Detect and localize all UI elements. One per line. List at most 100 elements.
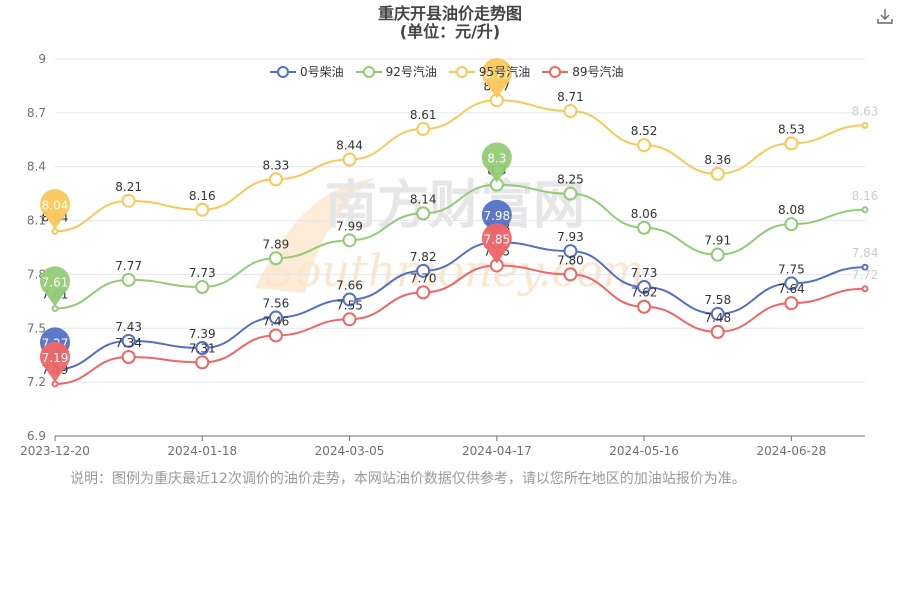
data-point <box>784 276 799 291</box>
x-tick-label: 2024-04-17 <box>462 444 532 458</box>
data-label: 8.71 <box>557 90 584 104</box>
series-1: 7.277.437.397.567.667.827.987.937.737.58… <box>42 221 879 374</box>
legend-item[interactable]: 89号汽油 <box>542 63 623 80</box>
data-label: 8.25 <box>557 173 584 187</box>
data-label: 7.39 <box>189 327 216 341</box>
series-line <box>54 241 866 371</box>
data-label: 7.72 <box>852 268 879 282</box>
data-point <box>637 279 652 294</box>
legend-item[interactable]: 92号汽油 <box>355 63 437 80</box>
min-max-pin: 8.04 <box>40 189 70 230</box>
data-point <box>861 263 869 271</box>
data-label: 7.58 <box>704 293 731 307</box>
data-point <box>121 272 136 287</box>
data-label: 7.34 <box>115 336 142 350</box>
legend-marker-icon <box>448 65 475 78</box>
pin-label: 8.04 <box>42 198 69 212</box>
y-tick-label: 7.5 <box>27 321 46 335</box>
data-label: 8.14 <box>410 192 437 206</box>
data-point <box>416 263 431 278</box>
data-label: 7.80 <box>557 253 584 267</box>
data-label: 8.63 <box>852 104 879 118</box>
data-point <box>563 104 578 119</box>
legend-label: 0号柴油 <box>300 65 344 79</box>
y-tick-label: 9 <box>38 52 46 66</box>
data-label: 7.73 <box>189 266 216 280</box>
pin-label: 7.61 <box>42 276 69 290</box>
data-label: 8.53 <box>778 122 805 136</box>
data-point <box>637 220 652 235</box>
data-label: 7.91 <box>704 234 731 248</box>
data-point <box>416 122 431 137</box>
y-tick-label: 6.9 <box>27 429 46 443</box>
legend-item[interactable]: 0号柴油 <box>270 63 344 80</box>
data-point <box>710 306 725 321</box>
legend-item[interactable]: 95号汽油 <box>448 63 531 80</box>
data-point <box>51 305 59 313</box>
data-label: 8.16 <box>189 189 216 203</box>
data-point <box>268 310 283 325</box>
pin-shape <box>40 189 70 230</box>
y-tick-label: 8.4 <box>27 160 46 174</box>
legend-label: 95号汽油 <box>478 65 531 79</box>
data-point <box>268 328 283 343</box>
data-point <box>342 292 357 307</box>
pin-label: 7.85 <box>483 232 510 246</box>
legend-marker-icon <box>542 65 569 78</box>
footnote: 说明：图例为重庆最近12次调价的油价走势，本网站油价数据仅供参考，请以您所在地区… <box>70 471 746 487</box>
x-tick-label: 2023-12-20 <box>20 444 90 458</box>
data-label: 7.77 <box>115 259 142 273</box>
data-label: 7.62 <box>631 286 658 300</box>
legend-marker-icon <box>355 65 382 78</box>
series-line <box>54 264 866 385</box>
pin-label: 7.98 <box>483 209 510 223</box>
min-max-pin: 7.61 <box>40 266 70 307</box>
data-label: 7.55 <box>336 298 363 312</box>
data-point <box>563 186 578 201</box>
data-label: 7.93 <box>557 230 584 244</box>
data-point <box>121 350 136 365</box>
data-point <box>861 121 869 129</box>
data-point <box>563 244 578 259</box>
chart-title: 重庆开县油价走势图 <box>377 4 522 23</box>
data-point <box>195 341 210 356</box>
data-label: 7.66 <box>336 279 363 293</box>
data-point <box>342 152 357 167</box>
data-label: 8.44 <box>336 139 363 153</box>
y-tick-label: 8.1 <box>27 214 46 228</box>
legend-marker-icon <box>270 65 296 78</box>
min-max-pin: 8.77 <box>481 58 512 99</box>
pin-shape <box>481 223 512 264</box>
data-point <box>861 285 869 293</box>
series-4: 7.197.347.317.467.557.707.857.807.627.48… <box>42 244 879 388</box>
data-point <box>710 324 725 339</box>
data-label: 7.48 <box>704 311 731 325</box>
series-line <box>54 183 866 310</box>
data-point <box>195 355 210 370</box>
data-point <box>121 193 136 208</box>
x-tick-label: 2024-06-28 <box>756 444 826 458</box>
series-line <box>54 99 866 233</box>
pin-shape <box>40 341 70 382</box>
data-label: 7.99 <box>336 219 363 233</box>
data-label: 7.43 <box>115 320 142 334</box>
data-point <box>268 172 283 187</box>
data-label: 8.33 <box>263 158 290 172</box>
data-label: 7.84 <box>852 246 879 260</box>
min-max-pin: 8.3 <box>481 142 512 183</box>
min-max-pin: 7.85 <box>481 223 512 264</box>
pin-shape <box>481 199 512 241</box>
min-max-pin: 7.19 <box>40 341 70 382</box>
data-point <box>51 380 59 388</box>
legend-label: 89号汽油 <box>572 65 624 79</box>
x-tick-label: 2024-05-16 <box>609 444 679 458</box>
pin-shape <box>40 266 70 307</box>
download-icon[interactable] <box>876 7 894 25</box>
data-point <box>195 279 210 294</box>
data-point <box>861 206 869 214</box>
data-point <box>268 251 283 266</box>
pin-shape <box>481 58 512 99</box>
data-label: 8.08 <box>778 203 805 217</box>
data-label: 8.16 <box>852 189 879 203</box>
